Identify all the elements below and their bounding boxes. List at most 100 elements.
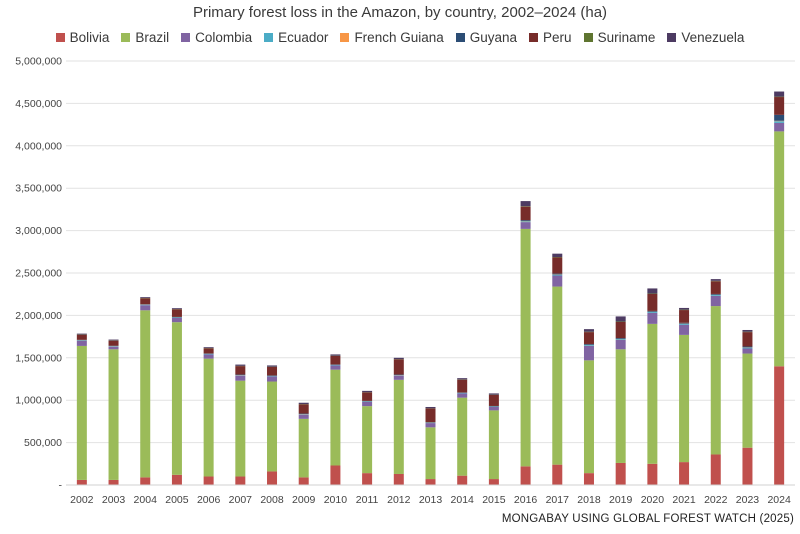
legend-item-guyana: Guyana: [455, 30, 518, 45]
bar-segment-brazil: [425, 427, 436, 480]
bar-segment-bolivia: [679, 462, 690, 485]
bar-segment-venezuela: [774, 91, 785, 97]
x-tick-label: 2004: [134, 494, 158, 506]
bar-segment-venezuela: [171, 308, 182, 310]
x-tick-label: 2010: [324, 494, 348, 506]
y-tick-label: 4,000,000: [15, 140, 62, 152]
x-tick-label: 2012: [387, 494, 411, 506]
y-tick-label: 2,000,000: [15, 310, 62, 322]
x-tick-label: 2003: [102, 494, 126, 506]
bar-segment-colombia: [647, 312, 658, 324]
bar-segment-brazil: [140, 310, 151, 478]
x-tick-label: 2006: [197, 494, 221, 506]
x-tick-label: 2002: [70, 494, 94, 506]
bar-segment-guyana: [552, 273, 563, 275]
bar-segment-peru: [583, 332, 594, 344]
y-tick-label: 1,000,000: [15, 395, 62, 407]
bar-segment-brazil: [457, 397, 468, 476]
chart-title: Primary forest loss in the Amazon, by co…: [192, 4, 608, 21]
bar-segment-bolivia: [362, 473, 373, 485]
x-tick-label: 2014: [451, 494, 475, 506]
bar-segment-colombia: [552, 275, 563, 287]
bar-segment-brazil: [742, 353, 753, 448]
bar-segment-bolivia: [140, 477, 151, 485]
bar-segment-brazil: [330, 369, 341, 466]
x-tick-label: 2019: [609, 494, 633, 506]
y-tick-label: 3,000,000: [15, 225, 62, 237]
bar-segment-venezuela: [393, 357, 404, 360]
bar-segment-brazil: [647, 323, 658, 464]
bar-segment-peru: [108, 340, 119, 346]
bar-segment-colombia: [742, 348, 753, 354]
bar-segment-peru: [330, 355, 341, 365]
bar-segment-colombia: [425, 423, 436, 428]
bar-segment-peru: [488, 394, 499, 406]
legend-swatch: [264, 33, 274, 42]
bar-segment-bolivia: [393, 473, 404, 485]
legend-label: French Guiana: [354, 30, 444, 45]
bar-segment-peru: [298, 404, 309, 414]
bar-segment-peru: [710, 281, 721, 294]
bar-segment-bolivia: [76, 479, 87, 485]
x-tick-label: 2005: [165, 494, 189, 506]
bar-segment-venezuela: [679, 307, 690, 310]
bar-segment-bolivia: [457, 475, 468, 485]
legend: Bolivia Brazil Colombia Ecuador French Guian…: [0, 30, 800, 45]
bar-segment-bolivia: [330, 465, 341, 485]
bar-segment-brazil: [267, 381, 278, 472]
bar-segment-venezuela: [76, 333, 87, 335]
bar-segment-venezuela: [362, 390, 373, 393]
bar-segment-ecuador: [583, 345, 594, 346]
bar-segment-peru: [362, 392, 373, 401]
y-tick-label: 1,500,000: [15, 352, 62, 364]
bar-segment-venezuela: [583, 329, 594, 332]
bar-segment-ecuador: [742, 347, 753, 349]
bar-segment-guyana: [615, 338, 626, 339]
legend-swatch: [529, 33, 539, 42]
bar-segment-ecuador: [615, 339, 626, 340]
bar-segment-brazil: [520, 228, 531, 467]
x-tick-label: 2021: [672, 494, 696, 506]
legend-label: Guyana: [469, 30, 518, 45]
y-tick-label: 3,500,000: [15, 183, 62, 195]
bar-segment-brazil: [710, 306, 721, 455]
bar-segment-colombia: [171, 317, 182, 323]
bar-segment-venezuela: [330, 354, 341, 356]
bar-segment-guyana: [710, 293, 721, 295]
bar-segment-venezuela: [298, 402, 309, 405]
bar-segment-colombia: [330, 365, 341, 370]
bar-segment-colombia: [393, 375, 404, 380]
bar-segment-colombia: [488, 406, 499, 411]
bar-segment-venezuela: [108, 339, 119, 341]
legend-item-bolivia: Bolivia: [55, 30, 109, 45]
x-tick-label: 2020: [641, 494, 665, 506]
bar-segment-peru: [679, 310, 690, 323]
bar-segment-colombia: [140, 305, 151, 311]
bar-segment-brazil: [583, 360, 594, 474]
legend-label: Peru: [543, 30, 572, 45]
bar-segment-colombia: [679, 324, 690, 335]
x-tick-label: 2017: [546, 494, 570, 506]
bar-segment-peru: [76, 334, 87, 340]
y-tick-label: 4,500,000: [15, 98, 62, 110]
bar-segment-brazil: [171, 322, 182, 475]
bar-segment-bolivia: [710, 454, 721, 485]
bar-segment-venezuela: [267, 365, 278, 367]
bar-segment-venezuela: [425, 406, 436, 409]
bar-segment-colombia: [457, 393, 468, 398]
bar-segment-peru: [203, 348, 214, 354]
y-tick-label: -: [59, 480, 63, 492]
bar-segment-bolivia: [774, 366, 785, 485]
legend-label: Colombia: [195, 30, 253, 45]
bar-segment-bolivia: [583, 473, 594, 485]
x-tick-label: 2015: [482, 494, 506, 506]
bar-segment-bolivia: [647, 463, 658, 485]
bar-segment-guyana: [647, 310, 658, 312]
bar-segment-peru: [425, 408, 436, 423]
bar-segment-colombia: [298, 414, 309, 419]
bar-segment-venezuela: [742, 329, 753, 332]
legend-swatch: [667, 33, 677, 42]
bar-segment-colombia: [76, 340, 87, 346]
bar-segment-peru: [267, 366, 278, 376]
